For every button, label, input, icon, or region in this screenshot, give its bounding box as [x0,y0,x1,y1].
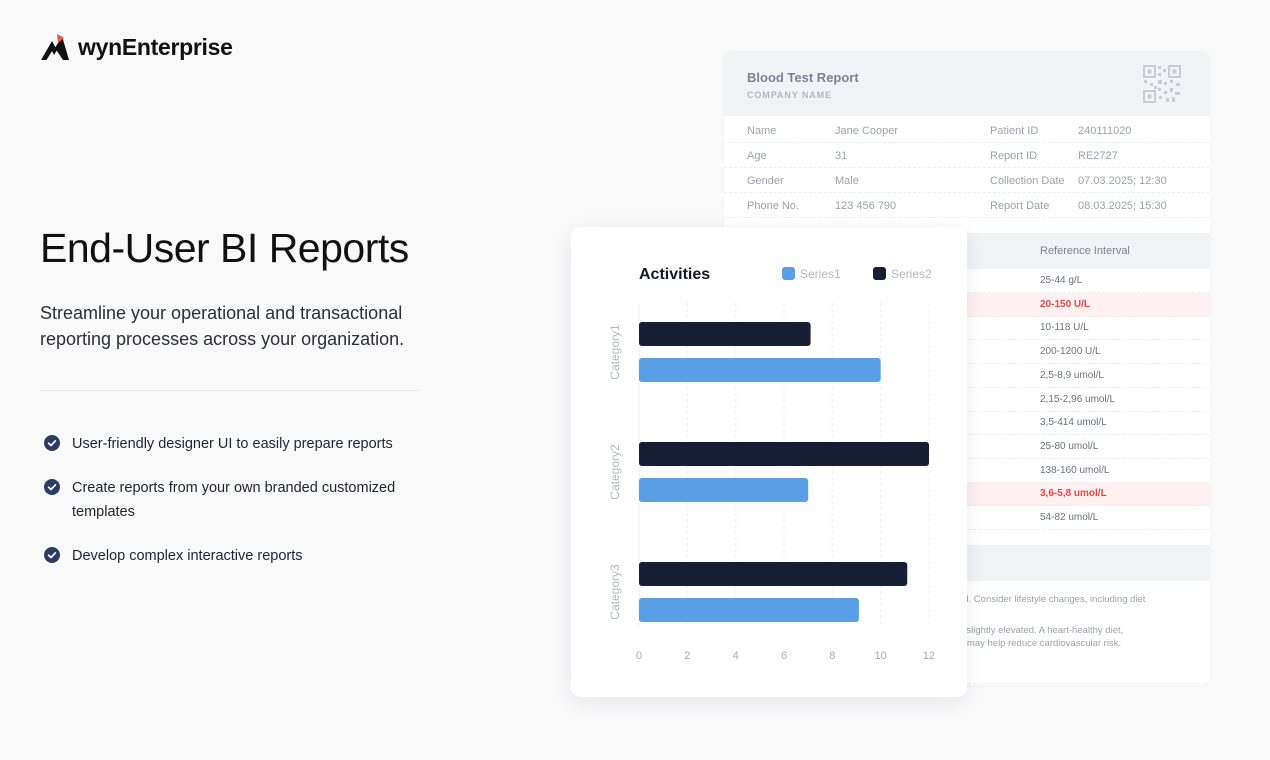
report-info-row: Phone No. 123 456 790 Report Date 08.03.… [724,193,1210,218]
x-tick-label: 2 [684,650,690,662]
info-label: Report Date [990,200,1050,212]
reference-row: 2,15-2,96 umol/L [724,388,1210,412]
check-circle-icon [44,435,60,451]
reference-value: 10-118 U/L [1040,322,1089,334]
feature-item: User-friendly designer UI to easily prep… [44,432,424,456]
hero-section: End-User BI Reports Streamline your oper… [40,224,480,352]
wyn-logo-icon [41,34,69,60]
info-label: Report ID [990,150,1038,162]
bar-series1 [639,478,809,502]
info-label: Phone No. [747,200,799,212]
info-value: 31 [835,150,848,162]
bar-series2 [639,562,908,586]
info-label: Gender [747,175,784,187]
category-label: Category1 [608,324,622,380]
check-circle-icon [44,547,60,563]
category-label: Category2 [608,444,622,500]
info-label: Patient ID [990,125,1039,137]
notes-divider [724,683,1210,684]
info-label: Age [747,150,767,162]
reference-row: 138-160 umol/L [724,459,1210,483]
legend-swatch [873,267,886,280]
check-circle-icon [44,479,60,495]
bar-series1 [639,358,881,382]
reference-value: 3,6-5,8 umol/L [1040,488,1107,500]
report-info-row: Name Jane Cooper Patient ID 240111020 [724,118,1210,143]
reference-row: 200-1200 U/L [724,340,1210,365]
x-tick-label: 4 [733,650,739,662]
reference-value: 20-150 U/L [1040,298,1091,310]
reference-value: 2,15-2,96 umol/L [1040,393,1116,405]
reference-row: 25-80 umol/L [724,435,1210,459]
brand-name: wynEnterprise [78,33,233,60]
reference-value: 2,5-8,9 umol/L [1040,369,1104,381]
info-value: RE2727 [1078,150,1118,162]
reference-value: 25-44 g/L [1040,275,1083,286]
legend-label: Series1 [800,267,841,281]
report-info-row: Age 31 Report ID RE2727 [724,143,1210,168]
x-tick-label: 0 [636,650,642,662]
reference-row: 2,5-8,9 umol/L [724,364,1210,388]
reference-row: 10-118 U/L [724,316,1210,341]
info-value: 07.03.2025; 12:30 [1078,175,1167,187]
category-label: Category3 [608,564,622,620]
x-tick-label: 6 [781,650,787,662]
bar-series2 [639,322,811,346]
activities-bar-chart: Activities Series1 Series2 0 2 4 6 8 10 12 Categor… [608,266,935,662]
feature-item: Create reports from your own branded cus… [44,476,424,524]
hero-title: End-User BI Reports [40,225,409,271]
reference-row: 54-82 umol/L [724,506,1210,530]
info-value: Jane Cooper [835,125,898,137]
bar-series1 [639,598,859,622]
reference-value: 138-160 umol/L [1040,464,1110,476]
x-tick-label: 10 [875,650,887,662]
legend-label: Series2 [891,267,932,281]
feature-text: Create reports from your own branded cus… [72,480,396,520]
report-header: Blood Test Report COMPANY NAME [724,51,1210,116]
info-value: 123 456 790 [835,200,897,212]
activities-chart-card: Activities Series1 Series2 0 2 4 6 8 10 12 Categor… [571,227,967,697]
x-tick-label: 12 [923,650,935,662]
reference-row: 3,5-414 umol/L [724,411,1210,436]
brand-logo[interactable]: wynEnterprise [40,32,233,62]
bar-series2 [639,442,929,466]
chart-title: Activities [639,266,710,283]
info-label: Collection Date [990,175,1065,187]
legend-swatch [782,267,795,280]
report-info-row: Gender Male Collection Date 07.03.2025; … [724,168,1210,193]
info-label: Name [747,125,777,137]
reference-header-label: Reference Interval [1040,245,1130,257]
report-note: evated. Consider lifestyle changes, incl… [940,594,1146,605]
info-value: Male [835,175,859,187]
report-company: COMPANY NAME [747,90,832,100]
info-value: 240111020 [1078,125,1132,137]
info-value: 08.03.2025; 15:30 [1078,200,1167,212]
reference-value: 54-82 umol/L [1040,512,1099,523]
reference-row: 25-44 g/L [724,269,1210,293]
qr-code-icon [1143,65,1181,103]
report-note: octor) may help reduce cardiovascular ri… [940,638,1122,649]
feature-list: User-friendly designer UI to easily prep… [44,432,424,588]
report-title: Blood Test Report [747,70,859,85]
reference-value: 25-80 umol/L [1040,440,1099,452]
section-divider [40,390,420,391]
feature-item: Develop complex interactive reports [44,544,424,568]
reference-value: 200-1200 U/L [1040,346,1101,358]
x-tick-label: 8 [829,650,835,662]
feature-text: Develop complex interactive reports [72,548,303,564]
hero-subtitle: Streamline your operational and transact… [40,303,405,349]
feature-text: User-friendly designer UI to easily prep… [72,436,393,452]
reference-value: 3,5-414 umol/L [1040,417,1107,429]
report-note: ol are slightly elevated. A heart-health… [940,625,1124,636]
